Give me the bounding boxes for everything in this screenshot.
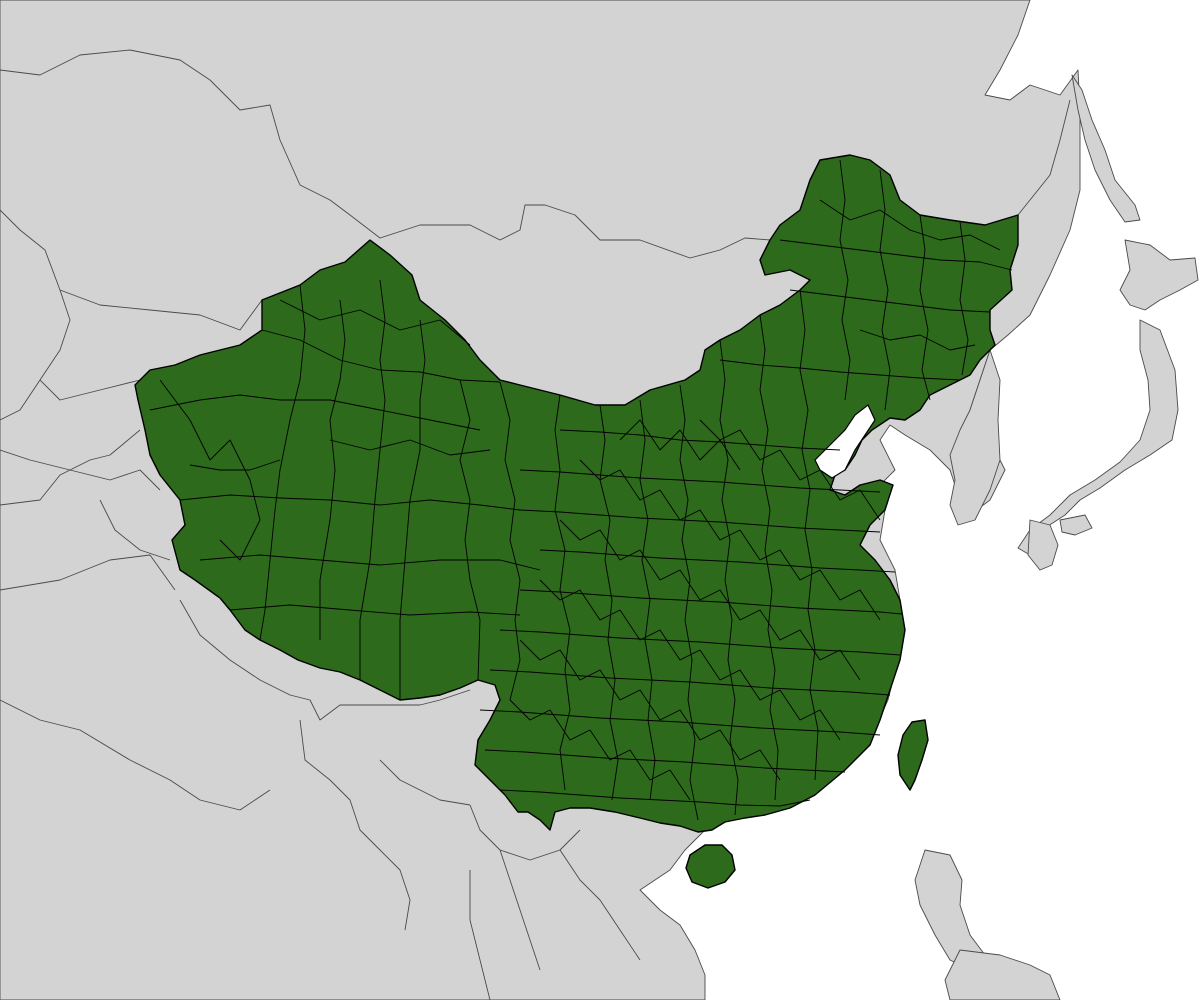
china-subdivisions [149, 159, 1013, 821]
northern-borders [0, 49, 771, 259]
russia-china-northeast-border [1017, 99, 1071, 216]
south-asia-borders [0, 599, 641, 1000]
china-mainland [134, 154, 1019, 833]
sakhalin-island [1071, 74, 1141, 223]
central-asia-borders [0, 209, 263, 591]
visayas-islands [944, 949, 1061, 1000]
korea-peninsula [949, 349, 1001, 526]
kyushu-island [1027, 519, 1059, 571]
hainan-island [685, 844, 736, 889]
taiwan-island [897, 719, 929, 791]
bohai-sea [814, 404, 876, 479]
hokkaido-island [1119, 239, 1199, 311]
shikoku-island [1059, 514, 1093, 536]
